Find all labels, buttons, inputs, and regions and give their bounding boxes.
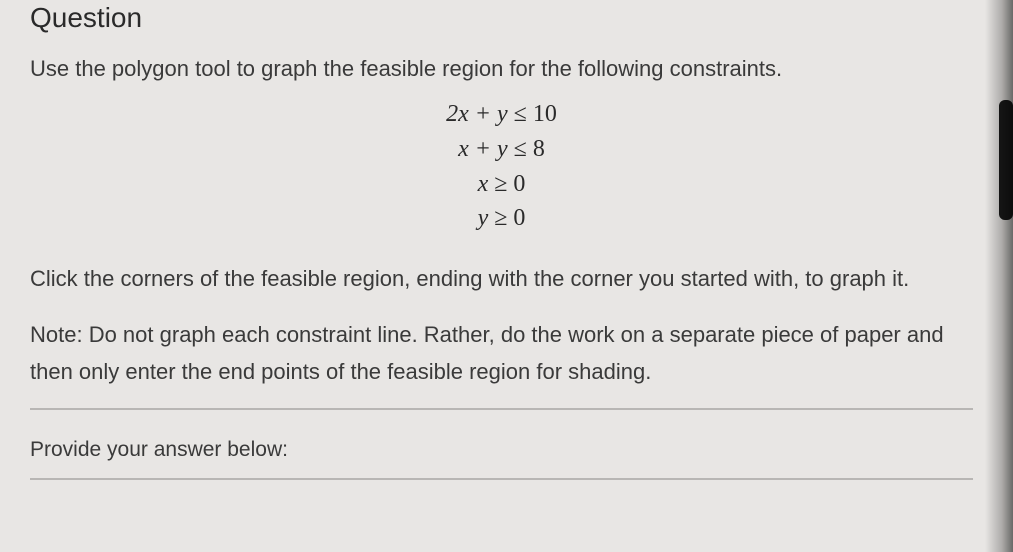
constraint-lhs: x + y — [458, 132, 508, 167]
answer-label: Provide your answer below: — [30, 438, 973, 462]
constraint-row: 2x + y ≤ 10 — [30, 97, 973, 132]
constraint-rhs: 8 — [533, 132, 545, 167]
instruction-text: Use the polygon tool to graph the feasib… — [30, 52, 973, 85]
constraint-lhs: x — [478, 167, 489, 202]
constraint-row: y ≥ 0 — [30, 201, 973, 236]
constraint-rhs: 10 — [533, 97, 557, 132]
note-text: Note: Do not graph each constraint line.… — [30, 316, 973, 391]
click-corners-text: Click the corners of the feasible region… — [30, 260, 973, 297]
question-heading: Question — [30, 0, 973, 34]
constraint-lhs: 2x + y — [446, 97, 508, 132]
constraints-block: 2x + y ≤ 10 x + y ≤ 8 x ≥ 0 y ≥ 0 — [30, 97, 973, 236]
page-edge-shadow — [985, 0, 1013, 552]
constraint-rhs: 0 — [513, 167, 525, 202]
constraint-op: ≥ — [488, 167, 513, 202]
constraint-row: x ≥ 0 — [30, 167, 973, 202]
answer-region[interactable]: Provide your answer below: — [30, 408, 973, 480]
constraint-op: ≤ — [508, 132, 533, 167]
constraint-op: ≥ — [488, 201, 513, 236]
constraint-row: x + y ≤ 8 — [30, 132, 973, 167]
scrollbar-thumb[interactable] — [999, 100, 1013, 220]
constraint-lhs: y — [478, 201, 489, 236]
constraint-op: ≤ — [508, 97, 533, 132]
constraint-rhs: 0 — [513, 201, 525, 236]
